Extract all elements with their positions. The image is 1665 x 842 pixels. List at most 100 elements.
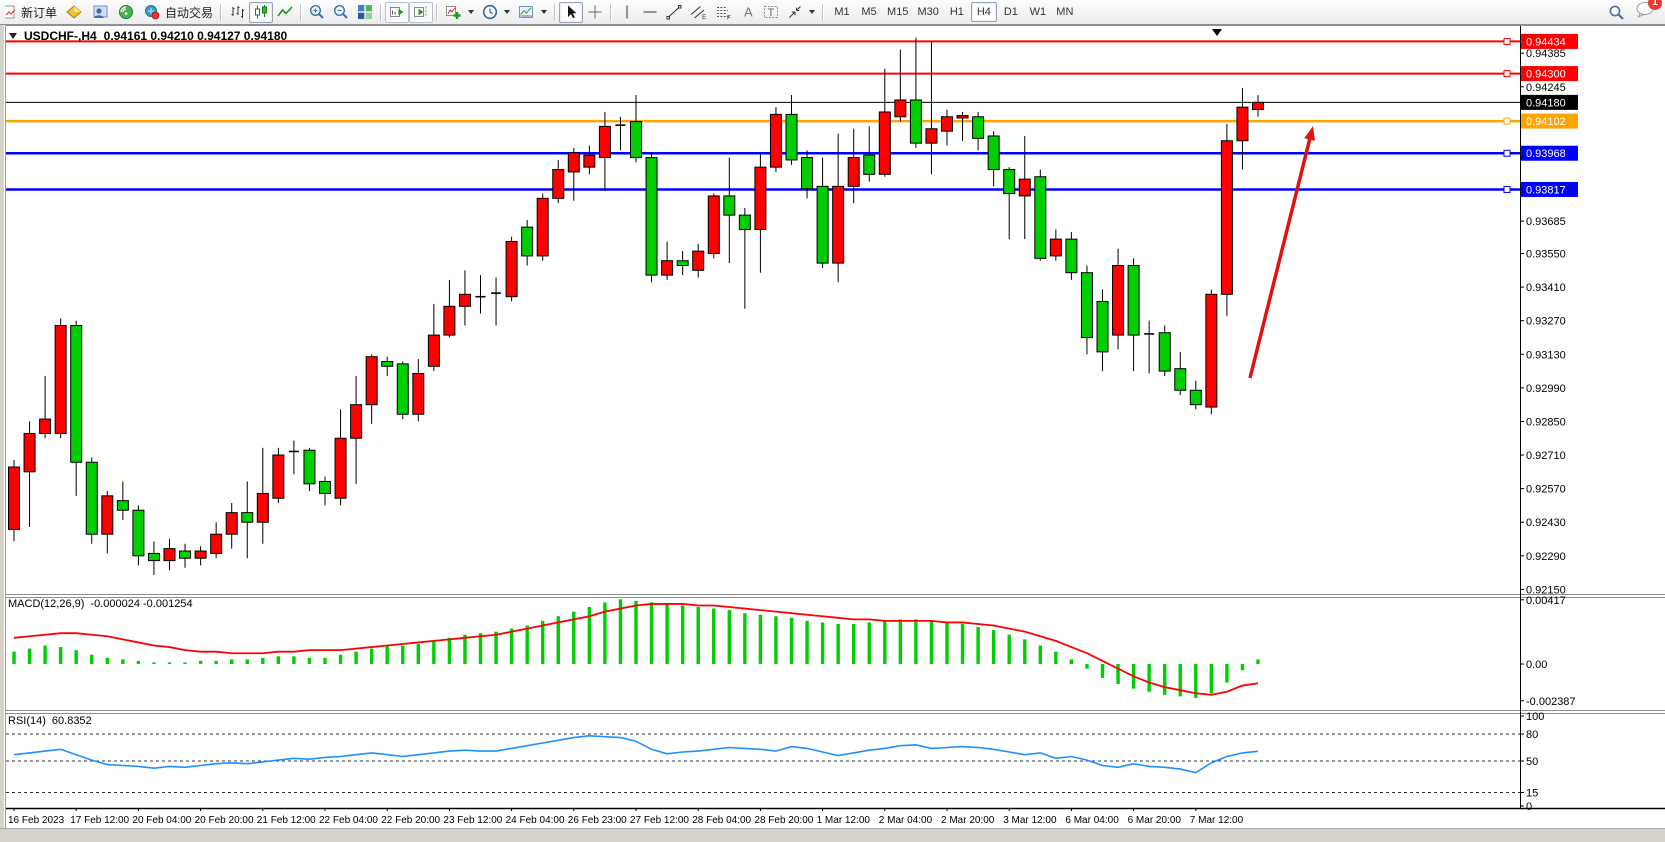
line-handle[interactable] xyxy=(1503,70,1511,78)
time-tick-label: 24 Feb 04:00 xyxy=(506,815,565,826)
rsi-line xyxy=(13,734,1259,774)
timeframe-M1[interactable]: M1 xyxy=(829,2,855,22)
time-tick-label: 16 Feb 2023 xyxy=(8,815,65,826)
price-badge xyxy=(1521,113,1578,129)
signal-button[interactable] xyxy=(113,2,139,23)
bear-candle xyxy=(396,363,409,415)
bear-candle xyxy=(1174,368,1187,391)
templates-button[interactable] xyxy=(514,2,551,23)
price-tick-label: 0.93410 xyxy=(1526,282,1566,294)
bar-chart-button[interactable] xyxy=(225,2,249,23)
search-icon[interactable] xyxy=(1608,4,1625,21)
tile-windows-button[interactable] xyxy=(353,2,377,23)
template-icon xyxy=(519,6,534,18)
trend-arrow-annotation[interactable] xyxy=(1248,135,1313,379)
add-indicator-icon xyxy=(446,6,461,19)
macd-values: -0.000024 -0.001254 xyxy=(90,598,193,610)
chart-shift-button[interactable] xyxy=(409,1,434,23)
line-handle[interactable] xyxy=(1503,185,1511,193)
bear-candle xyxy=(1189,389,1202,406)
fibonacci-button[interactable]: F xyxy=(711,2,736,23)
price-tick-label: 0.93130 xyxy=(1526,349,1566,361)
cursor-button[interactable] xyxy=(559,1,584,23)
line-handle[interactable] xyxy=(1503,149,1511,157)
text-label-icon: T xyxy=(764,6,779,19)
line-handle[interactable] xyxy=(1503,37,1511,45)
zoom-out-button[interactable] xyxy=(329,2,353,23)
text-label-button[interactable]: T xyxy=(759,2,783,23)
vertical-line-button[interactable] xyxy=(615,2,638,23)
macd-pane-label: MACD(12,26,9) -0.000024 -0.001254 xyxy=(8,598,193,610)
bull-candle xyxy=(23,432,36,473)
timeframe-M15[interactable]: M15 xyxy=(883,2,912,22)
bull-candle xyxy=(956,115,969,119)
channel-glyph: E xyxy=(702,14,707,20)
trendline-button[interactable] xyxy=(662,2,686,23)
timeframe-H1[interactable]: H1 xyxy=(944,2,970,22)
price-tick-label: 0.92990 xyxy=(1526,383,1566,395)
bear-candle xyxy=(1096,301,1109,353)
bear-candle xyxy=(972,116,985,139)
price-tick-label: 0.94245 xyxy=(1526,82,1566,94)
auto-scroll-icon xyxy=(390,7,404,17)
bull-candle xyxy=(878,111,891,175)
chart-shift-icon xyxy=(414,6,427,18)
candlestick-chart-button[interactable] xyxy=(249,1,274,23)
toolbar-separator xyxy=(380,3,383,21)
timeframe-M30[interactable]: M30 xyxy=(913,2,942,22)
zoom-in-button[interactable] xyxy=(305,2,329,23)
bear-candle xyxy=(70,324,83,463)
timeframe-H4[interactable]: H4 xyxy=(970,2,997,22)
line-handle[interactable] xyxy=(1503,117,1511,125)
arrows-button[interactable] xyxy=(783,2,819,23)
collapse-icon[interactable] xyxy=(9,33,17,39)
price-badge xyxy=(1521,181,1578,197)
price-badge xyxy=(1521,94,1578,110)
channel-button[interactable]: E xyxy=(686,2,711,23)
periods-button[interactable] xyxy=(478,2,514,23)
timeframe-D1[interactable]: D1 xyxy=(998,2,1024,22)
bull-candle xyxy=(39,418,52,434)
notifications-button[interactable]: 1 xyxy=(1635,0,1662,23)
autotrade-button[interactable]: 自动交易 xyxy=(139,2,217,23)
bear-candle xyxy=(1065,238,1078,274)
rsi-tick-label: 50 xyxy=(1526,756,1538,768)
profile-button[interactable] xyxy=(87,2,113,23)
bear-candle xyxy=(85,461,98,535)
indicators-button[interactable] xyxy=(441,2,478,23)
time-tick-label: 20 Feb 20:00 xyxy=(195,815,254,826)
bull-candle xyxy=(163,548,176,562)
dropdown-caret-icon xyxy=(504,10,511,14)
price-tick-label: 0.92150 xyxy=(1526,584,1566,596)
text-button[interactable]: A xyxy=(736,2,759,23)
price-tick-label: 0.93550 xyxy=(1526,249,1566,261)
time-tick-label: 27 Feb 12:00 xyxy=(630,815,689,826)
timeframe-W1[interactable]: W1 xyxy=(1025,2,1051,22)
timeframe-MN[interactable]: MN xyxy=(1052,2,1078,22)
bear-candle xyxy=(909,99,922,144)
rsi-tick-label: 0 xyxy=(1526,801,1532,813)
shift-marker-icon[interactable] xyxy=(1212,29,1222,36)
crosshair-button[interactable] xyxy=(583,2,607,23)
line-chart-button[interactable] xyxy=(273,2,297,23)
symbols-button[interactable] xyxy=(61,2,87,23)
auto-scroll-button[interactable] xyxy=(385,1,410,23)
horizontal-line-button[interactable] xyxy=(638,2,662,23)
chart-symbol-period: USDCHF-,H4 xyxy=(24,29,97,43)
price-tick-label: 0.94385 xyxy=(1526,48,1566,60)
bear-candle xyxy=(801,157,814,190)
timeframe-M5[interactable]: M5 xyxy=(856,2,882,22)
new-order-button[interactable]: 新订单 xyxy=(1,2,61,23)
time-tick-label: 17 Feb 12:00 xyxy=(70,815,129,826)
diamond-icon xyxy=(66,5,82,19)
bull-candle xyxy=(692,250,705,271)
bear-candle xyxy=(179,550,192,559)
rsi-layer xyxy=(6,733,1520,793)
toolbar-separator xyxy=(822,3,825,21)
price-tick-label: 0.92290 xyxy=(1526,551,1566,563)
new-order-label: 新订单 xyxy=(21,5,58,20)
price-tick-label: 0.92710 xyxy=(1526,450,1566,462)
time-tick-label: 2 Mar 20:00 xyxy=(941,815,995,826)
candles-layer xyxy=(8,37,1264,576)
